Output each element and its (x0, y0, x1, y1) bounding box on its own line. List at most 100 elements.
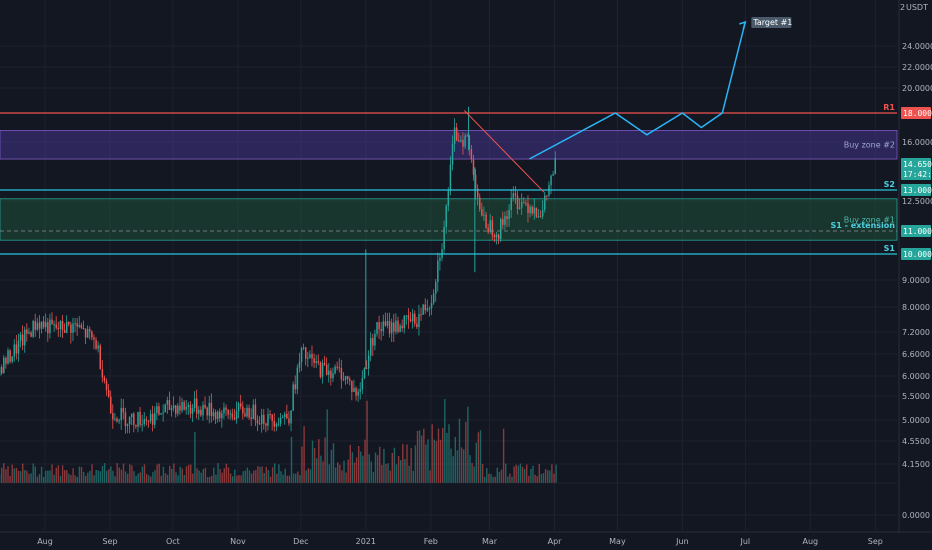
candle-body (355, 388, 357, 396)
candle-body (476, 188, 479, 198)
volume-bar (467, 406, 469, 483)
volume-bar (133, 471, 135, 483)
candle-body (284, 413, 286, 418)
volume-bar (355, 457, 358, 483)
level-label-r1: R1 (883, 103, 895, 112)
volume-bar (257, 466, 259, 483)
candle-body (107, 389, 110, 397)
candle-body (191, 408, 194, 414)
volume-bar (374, 452, 377, 483)
volume-bar (24, 470, 26, 483)
volume-bar (421, 435, 423, 483)
target-label: Target #1 (752, 18, 792, 27)
volume-bar (59, 475, 62, 483)
candle-body (464, 135, 466, 147)
volume-bar (78, 466, 81, 483)
volume-bar (47, 470, 49, 483)
candle-body (154, 413, 156, 425)
candle-body (325, 364, 328, 375)
price-tag-s2 (901, 184, 931, 196)
volume-bar (418, 430, 421, 483)
candle-body (487, 227, 489, 233)
volume-bar (38, 473, 41, 483)
volume-bar (0, 467, 3, 483)
time-tick-label: Jun (675, 537, 689, 546)
volume-bar (164, 473, 167, 483)
level-label-s2: S2 (884, 180, 895, 189)
candle-body (76, 323, 78, 327)
bar-countdown: 17:42:07 (903, 170, 932, 179)
candle-body (147, 420, 150, 422)
candle-body (269, 414, 271, 416)
volume-bar (521, 466, 524, 483)
candle-body (393, 322, 395, 332)
candle-body (409, 319, 412, 322)
volume-bar (288, 475, 291, 483)
candle-body (206, 407, 208, 416)
candle-body (424, 304, 427, 311)
volume-bar (494, 476, 496, 483)
candle-body (13, 344, 16, 357)
candle-body (59, 321, 62, 329)
volume-bar (318, 439, 320, 483)
volume-bar (55, 467, 57, 483)
volume-bar (265, 466, 267, 483)
candle-body (365, 368, 368, 370)
volume-bar (11, 464, 13, 483)
volume-bar (82, 471, 85, 483)
candle-body (166, 400, 169, 405)
candle-body (485, 214, 487, 228)
candle-body (414, 313, 416, 324)
candle-body (386, 320, 389, 326)
candle-body (141, 423, 143, 425)
candle-body (309, 354, 311, 358)
candle-body (279, 418, 282, 424)
candle-body (26, 329, 28, 334)
candle-body (51, 319, 53, 325)
candle-body (267, 414, 269, 426)
volume-bar (368, 454, 370, 483)
candle-body (256, 420, 259, 424)
candle-body (315, 361, 317, 363)
candle-body (497, 234, 500, 239)
volume-bar (284, 468, 286, 483)
volume-bar (513, 466, 515, 483)
volume-bar (166, 474, 169, 483)
candle-body (520, 202, 523, 208)
volume-bar (376, 455, 379, 483)
volume-bar (303, 426, 305, 483)
volume-bar (171, 468, 173, 483)
volume-bar (276, 473, 278, 483)
candle-body (133, 413, 135, 425)
candle-body (399, 325, 401, 332)
volume-bar (22, 463, 24, 483)
volume-bar (5, 469, 7, 483)
volume-bar (51, 464, 53, 483)
candle-body (30, 332, 32, 337)
price-tick-label: 4.5500 (902, 437, 930, 446)
price-tag-text-s1: 10.0000 (903, 250, 932, 259)
candle-body (437, 260, 439, 283)
volume-bar (326, 409, 328, 483)
volume-bar (225, 463, 228, 483)
volume-bar (456, 450, 459, 483)
volume-bar (395, 464, 398, 483)
candle-body (32, 321, 34, 337)
candle-body (248, 407, 250, 418)
candle-body (296, 367, 299, 390)
volume-bar (500, 469, 503, 483)
candle-body (177, 405, 179, 414)
volume-bar (316, 458, 318, 483)
volume-bar (437, 428, 440, 483)
volume-bar (255, 470, 257, 483)
volume-bar (393, 447, 396, 483)
volume-bar (332, 443, 335, 483)
volume-bar (253, 470, 255, 483)
candle-body (401, 325, 403, 329)
candle-body (80, 324, 83, 329)
volume-bar (404, 459, 406, 483)
candle-body (531, 206, 533, 214)
time-tick-label: Feb (424, 537, 438, 546)
volume-bar (534, 474, 536, 483)
volume-bar (496, 467, 498, 483)
